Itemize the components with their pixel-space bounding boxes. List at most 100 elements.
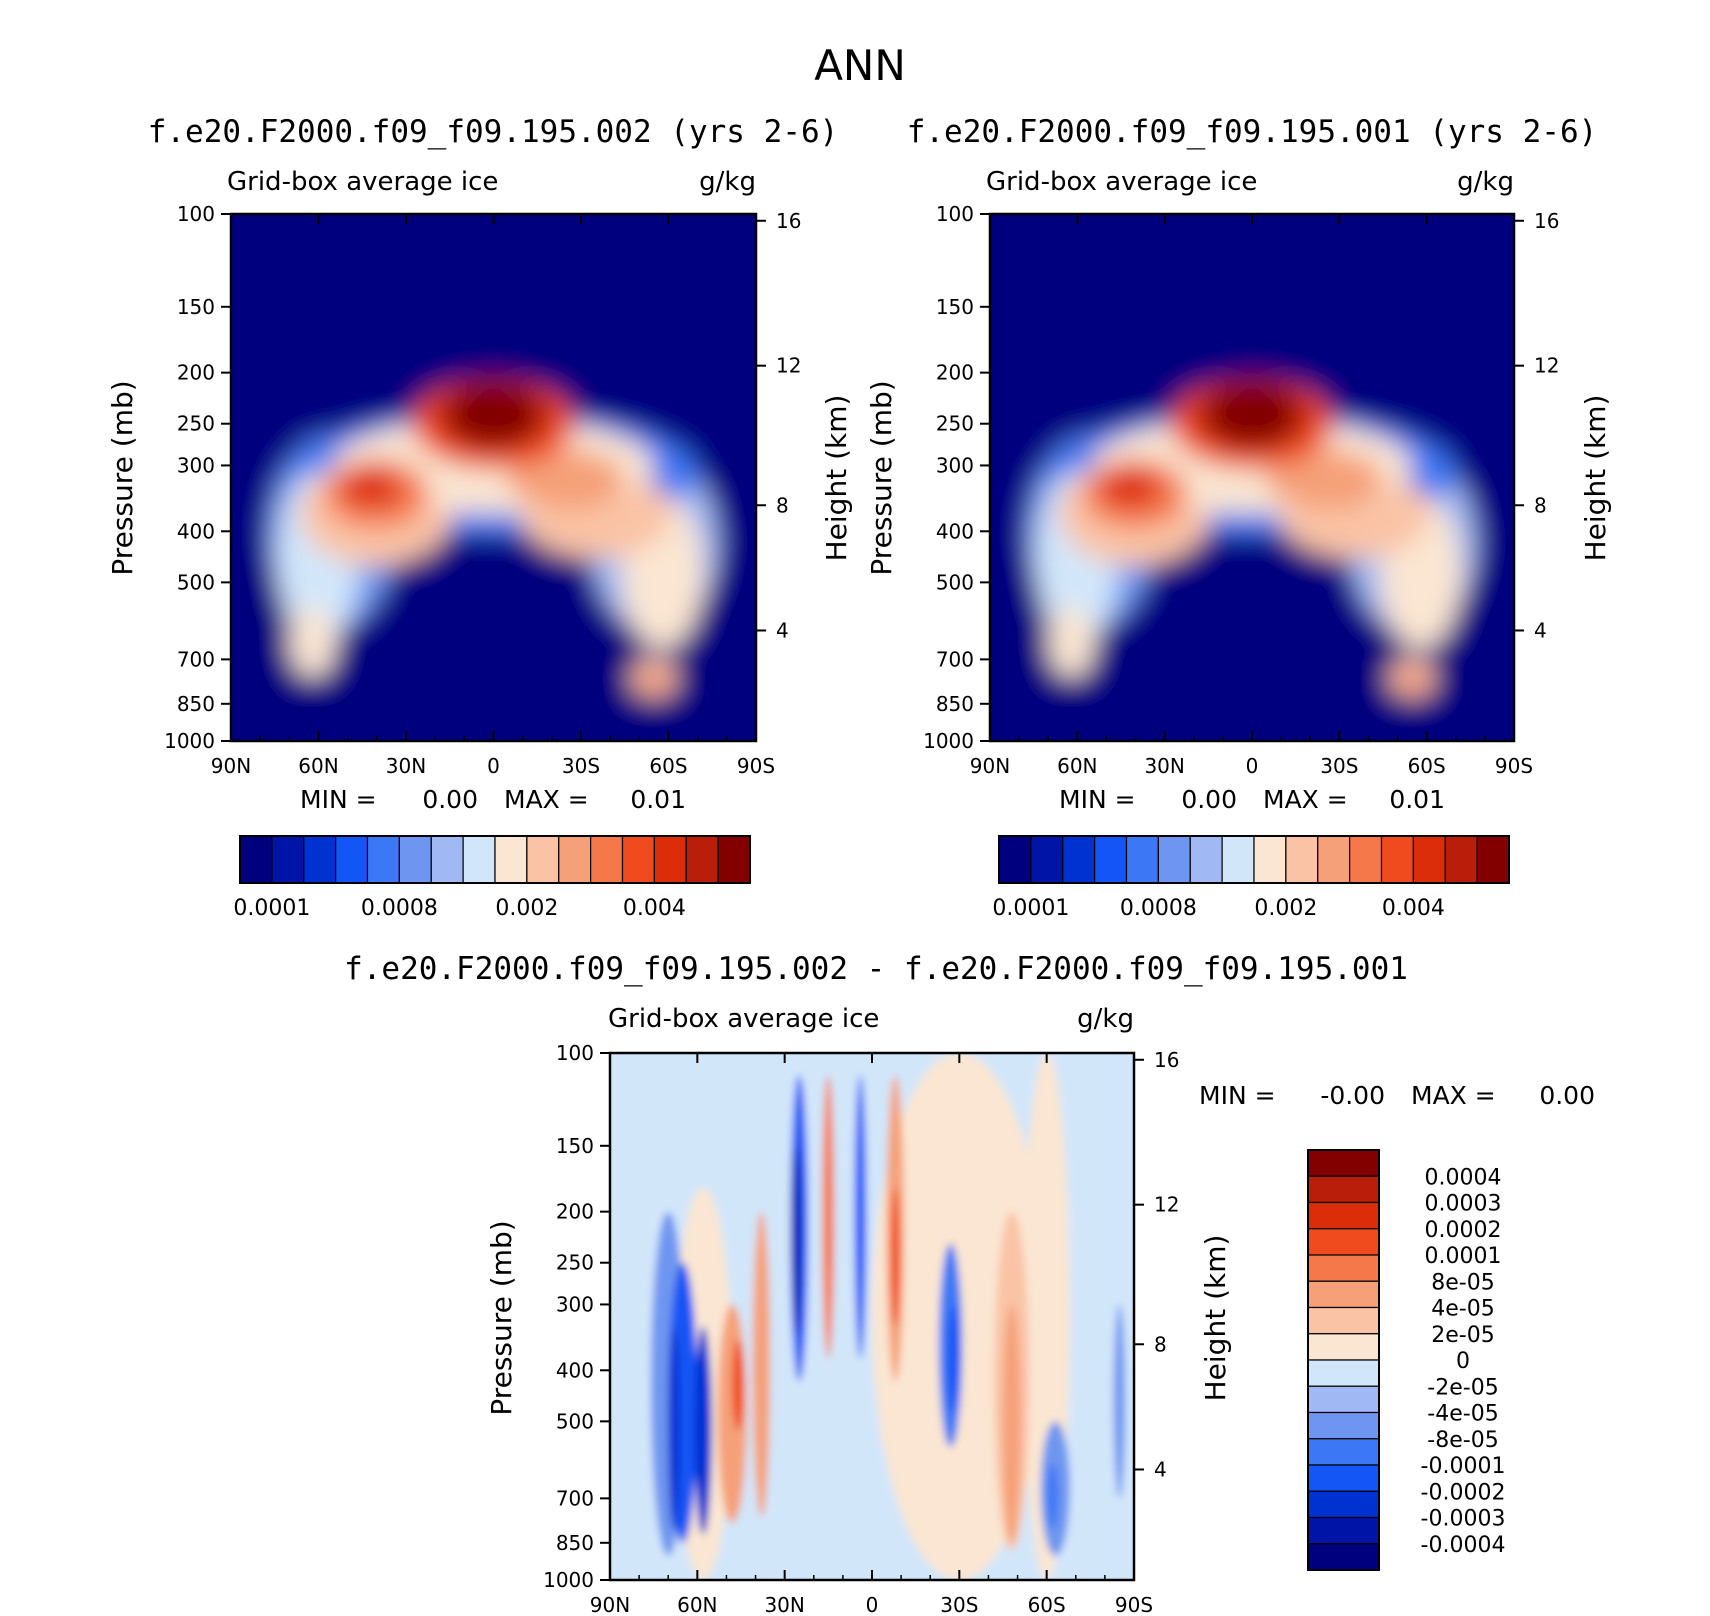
colorbar-swatch: [1307, 1411, 1380, 1440]
colorbar-swatch: [303, 835, 337, 884]
contour-band: [1400, 672, 1424, 690]
y-axis-label: Pressure (mb): [106, 380, 139, 575]
panel-title: f.e20.F2000.f09_f09.195.002 (yrs 2-6): [148, 114, 839, 150]
x-tick-label: 30S: [562, 754, 600, 778]
x-tick-label: 90N: [211, 754, 251, 778]
y-tick-label: 500: [556, 1409, 594, 1433]
colorbar-swatch: [1307, 1201, 1380, 1230]
colorbar-swatch: [462, 835, 496, 884]
y-tick-label: 200: [556, 1200, 594, 1224]
y-tick-label: 250: [936, 412, 974, 436]
y2-tick-label: 12: [1534, 354, 1559, 378]
y-tick-label: 100: [177, 202, 215, 226]
y-tick-label: 300: [556, 1292, 594, 1316]
max-value: 0.01: [1389, 785, 1445, 814]
colorbar-label: 0.0002: [1425, 1218, 1502, 1243]
y-tick-label: 250: [556, 1251, 594, 1275]
colorbar-swatch: [1307, 1280, 1380, 1309]
y-tick-label: 300: [177, 453, 215, 477]
colorbar-label: -0.0003: [1421, 1507, 1506, 1532]
panel-model-001: 90N 60N 30N 0 30S 60S 90S 100 150 200 250 300 400 500…: [865, 114, 1612, 921]
colorbar-label: 0.0001: [1425, 1244, 1502, 1269]
figure-title: ANN: [814, 41, 906, 90]
y-tick-label: 850: [556, 1531, 594, 1555]
y2-tick-label: 8: [1154, 1332, 1167, 1356]
colorbar-frame: [998, 835, 1510, 884]
min-label: MIN =: [1199, 1081, 1276, 1110]
x-tick-label: 30S: [940, 1593, 978, 1616]
colorbar-swatch: [430, 835, 464, 884]
y-tick-label: 300: [936, 453, 974, 477]
min-label: MIN =: [300, 785, 377, 814]
colorbar-swatch: [366, 835, 400, 884]
contour-band: [508, 450, 625, 511]
colorbar-swatch: [558, 835, 592, 884]
min-value: 0.00: [422, 785, 478, 814]
contour-band: [791, 1145, 801, 1334]
axes: 90N 60N 30N 0 30S 60S 90S 100 150 200 250 300 400 500…: [543, 1041, 1179, 1616]
colorbar-swatch: [1189, 835, 1223, 884]
min-label: MIN =: [1059, 785, 1136, 814]
colorbar-swatch: [1307, 1464, 1380, 1492]
colorbar-swatch: [1307, 1385, 1380, 1414]
x-tick-label: 60S: [1408, 754, 1446, 778]
contour-band: [854, 1074, 867, 1359]
colorbar-label: 0.002: [1254, 896, 1317, 921]
contour-band: [1126, 638, 1360, 741]
colorbar-label: 0.0008: [361, 896, 438, 921]
contour-band: [732, 1339, 744, 1431]
colorbar-swatch: [590, 835, 624, 884]
y-tick-label: 500: [936, 570, 974, 594]
x-tick-label: 60N: [298, 754, 338, 778]
y-axis-label: Pressure (mb): [865, 380, 898, 575]
y2-tick-label: 16: [1154, 1048, 1179, 1072]
colorbar-swatch: [271, 835, 305, 884]
colorbar-label: -0.0004: [1421, 1533, 1506, 1558]
colorbar-label: 0.0003: [1425, 1192, 1502, 1217]
colorbar-swatch: [1307, 1543, 1380, 1571]
colorbar-swatch: [621, 835, 655, 884]
x-tick-label: 90N: [590, 1593, 630, 1616]
panel-model-002: 90N 60N 30N 0 30S 60S 90S 100 150 200 250 300 400 500…: [106, 114, 853, 921]
contour-band: [752, 1211, 771, 1518]
max-label: MAX =: [1263, 785, 1348, 814]
contour-band: [1100, 467, 1159, 508]
colorbar-swatch: [239, 835, 273, 884]
colorbar-swatch: [1307, 1254, 1380, 1282]
contour-band: [1208, 383, 1296, 446]
y-tick-label: 850: [936, 692, 974, 716]
colorbar-swatch: [398, 835, 432, 884]
y-tick-label: 850: [177, 692, 215, 716]
colorbar: 0.00040.00030.00020.00018e-054e-052e-050…: [1307, 1149, 1506, 1571]
contour-band: [368, 638, 602, 741]
contour-band: [1048, 606, 1095, 679]
y-tick-label: 150: [556, 1134, 594, 1158]
min-value: -0.00: [1320, 1081, 1385, 1110]
y2-axis-label: Height (km): [1579, 395, 1612, 562]
contour-field: [231, 214, 756, 741]
y2-tick-label: 4: [1534, 618, 1547, 642]
colorbar-label: 0.002: [495, 896, 558, 921]
contour-band: [341, 467, 401, 508]
x-tick-label: 0: [866, 1593, 879, 1616]
colorbar-swatch: [1476, 835, 1510, 884]
colorbar-swatch: [1307, 1516, 1380, 1545]
max-label: MAX =: [504, 785, 589, 814]
x-tick-label: 90S: [1495, 754, 1533, 778]
panel-title: f.e20.F2000.f09_f09.195.001 (yrs 2-6): [907, 114, 1598, 150]
min-value: 0.00: [1181, 785, 1237, 814]
y-tick-label: 700: [556, 1486, 594, 1510]
y-tick-label: 700: [936, 647, 974, 671]
x-tick-label: 0: [1246, 754, 1259, 778]
colorbar-swatch: [1349, 835, 1383, 884]
y-tick-label: 500: [177, 570, 215, 594]
variable-label: Grid-box average ice: [227, 167, 498, 197]
axes: 90N 60N 30N 0 30S 60S 90S 100 150 200 250 300 400 500…: [923, 202, 1559, 778]
colorbar-label: 0.004: [1382, 896, 1445, 921]
colorbar-swatch: [1307, 1333, 1380, 1361]
colorbar-label: 0.004: [623, 896, 686, 921]
colorbar-label: 0.0001: [992, 896, 1069, 921]
y-tick-label: 200: [936, 361, 974, 385]
x-tick-label: 30N: [764, 1593, 804, 1616]
